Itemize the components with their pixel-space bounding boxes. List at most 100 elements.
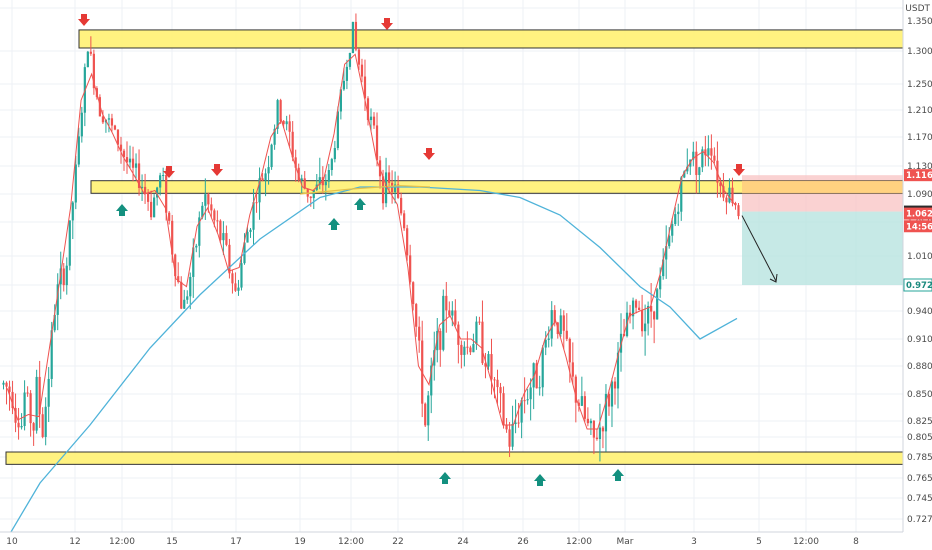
candle-body (360, 64, 364, 77)
y-tick-label: 1.3500 (907, 17, 932, 27)
take-profit-zone (742, 211, 903, 285)
candle-body (264, 173, 267, 181)
candle-body (300, 178, 303, 181)
candle-body (369, 116, 373, 121)
candle-body (460, 344, 463, 355)
candle-body (204, 194, 207, 206)
candle-body (553, 310, 556, 323)
x-tick-label: 5 (756, 537, 762, 547)
candle-body (171, 220, 174, 255)
candle-body (692, 151, 695, 160)
candle-body (387, 172, 391, 183)
candle-body (35, 376, 38, 431)
candle-body (122, 150, 126, 158)
candle-body (20, 426, 23, 428)
candle-body (162, 175, 165, 177)
candle-body (532, 363, 535, 388)
candle-body (333, 148, 336, 160)
price-axis[interactable]: USDT 1.3000 1.2500 1.2100 1.1700 1.1300 1.0900… (902, 0, 932, 550)
candle-body (44, 406, 47, 437)
candle-body (198, 217, 201, 246)
currency-label: USDT (905, 4, 930, 14)
candle-body (140, 186, 144, 188)
candle-body (89, 51, 92, 54)
candle-body (195, 245, 198, 248)
candle-body (17, 422, 20, 428)
candle-body (201, 205, 204, 218)
candle-body (731, 187, 734, 204)
projection-line (741, 215, 777, 282)
candle-body (5, 382, 8, 387)
candle-body (128, 158, 132, 163)
candle-body (472, 344, 475, 353)
candle-body (406, 228, 409, 256)
x-tick-label: 8 (853, 537, 859, 547)
price-tag-red (904, 220, 932, 233)
candle-body (210, 204, 213, 211)
candle-body (101, 116, 105, 123)
candle-body (647, 305, 650, 324)
candle-body (683, 171, 686, 178)
candle-body (640, 310, 644, 332)
candle-body (384, 172, 388, 204)
candle-body (550, 310, 553, 339)
candle-body (222, 233, 225, 241)
candle-body (526, 399, 529, 401)
candle-body (571, 362, 574, 377)
candle-body (32, 423, 35, 431)
candle-body (330, 159, 333, 171)
x-tick-label: Mar (617, 537, 634, 547)
candle-body (628, 312, 632, 317)
projection-arrowhead (769, 273, 778, 283)
candle-body (505, 425, 508, 430)
candle-body (357, 49, 361, 65)
price-tag-teal (903, 278, 932, 292)
candle-body (439, 330, 442, 350)
candle-body (168, 212, 171, 221)
candle-body (454, 310, 457, 325)
projection-arrow (741, 215, 778, 283)
candle-body (565, 330, 568, 339)
candle-body (418, 326, 421, 341)
candle-body (445, 295, 448, 311)
candle-body (261, 178, 264, 181)
candle-body (153, 197, 156, 218)
candle-body (342, 80, 345, 90)
candle-body (189, 276, 192, 297)
candle-body (56, 284, 59, 315)
candle-body (150, 201, 153, 218)
x-tick-label: 10 (6, 537, 18, 547)
time-axis[interactable]: 10 12 12:00 15 17 19 12:00 22 24 26 12:00 Mar 3 5 12:0… (0, 531, 903, 550)
sell-arrow-icon (423, 148, 435, 160)
candle-body (665, 246, 668, 260)
candle-body (490, 354, 493, 380)
candle-body (487, 354, 490, 367)
candle-body (366, 98, 370, 121)
zone-support-bottom[interactable] (5, 451, 904, 465)
candle-body (336, 111, 339, 149)
candle-body (303, 178, 306, 189)
candle-body (231, 273, 234, 284)
candle-body (451, 310, 454, 316)
candle-body (65, 265, 68, 286)
candle-body (403, 213, 406, 229)
candle-body (601, 427, 605, 432)
candle-body (372, 116, 376, 126)
candle-body (671, 224, 674, 236)
candle-body (499, 387, 502, 394)
candle-body (50, 330, 53, 379)
candle-body (478, 321, 481, 323)
buy-arrow-icon (328, 218, 340, 230)
candle-body (134, 163, 138, 168)
candle-body (634, 300, 638, 308)
candle-body (463, 346, 466, 355)
x-tick-label: 17 (230, 537, 241, 547)
candle-body (662, 259, 665, 277)
zone-resistance-top[interactable] (78, 29, 904, 49)
candle-body (116, 129, 120, 145)
candle-body (119, 144, 123, 151)
candle-body (225, 233, 228, 245)
moving-average-mid (299, 184, 431, 195)
